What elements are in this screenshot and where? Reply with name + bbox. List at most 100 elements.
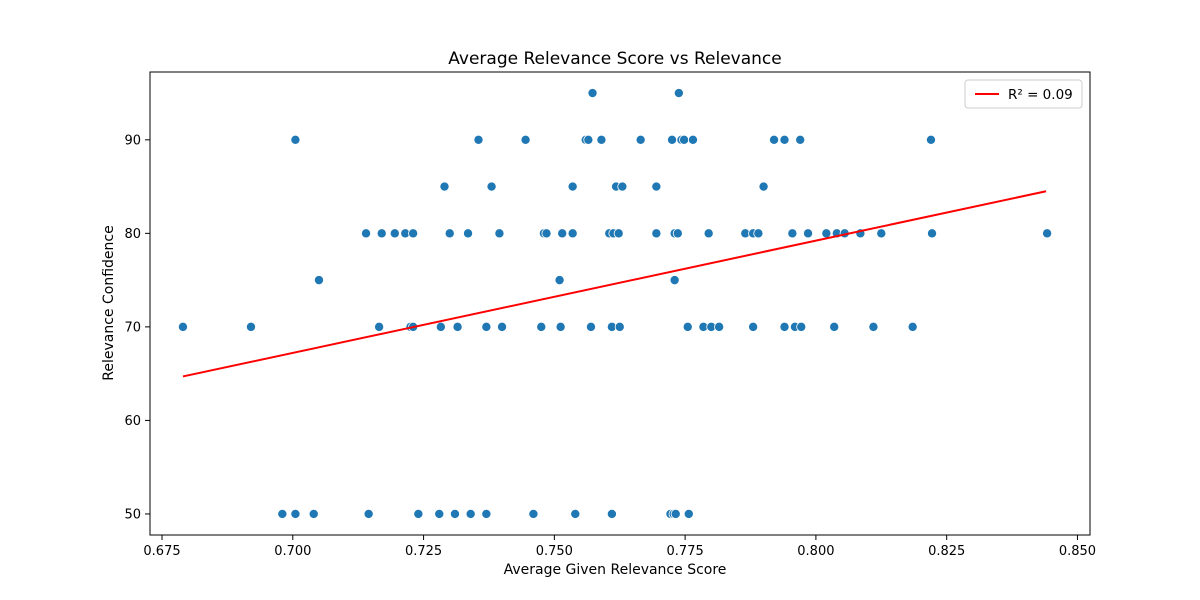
data-point (596, 134, 607, 145)
data-point (748, 321, 759, 332)
data-point (758, 181, 769, 192)
data-point (651, 228, 662, 239)
data-point (651, 181, 662, 192)
data-point (413, 508, 424, 519)
data-point (1042, 228, 1053, 239)
data-point (486, 181, 497, 192)
data-point (541, 228, 552, 239)
data-point (481, 321, 492, 332)
data-point (554, 275, 565, 286)
data-point (567, 228, 578, 239)
data-point (673, 88, 684, 99)
data-point (434, 508, 445, 519)
data-point (907, 321, 918, 332)
data-point (714, 321, 725, 332)
data-point (570, 508, 581, 519)
data-point (177, 321, 188, 332)
y-tick-label: 90 (124, 133, 141, 148)
data-point (687, 134, 698, 145)
data-point (787, 228, 798, 239)
data-point (927, 228, 938, 239)
data-point (557, 228, 568, 239)
data-point (821, 228, 832, 239)
x-tick-label: 0.850 (1059, 544, 1096, 559)
data-point (452, 321, 463, 332)
data-point (497, 321, 508, 332)
x-tick-label: 0.725 (405, 544, 442, 559)
data-point (494, 228, 505, 239)
data-point (683, 508, 694, 519)
legend-box (964, 79, 1083, 109)
data-point (363, 508, 374, 519)
y-tick-label: 70 (124, 320, 141, 335)
y-tick-label: 80 (124, 227, 141, 242)
data-point (389, 228, 400, 239)
data-point (536, 321, 547, 332)
data-point (796, 321, 807, 332)
data-point (670, 508, 681, 519)
data-point (803, 228, 814, 239)
data-point (449, 508, 460, 519)
data-point (703, 228, 714, 239)
ticks-layer: 0.675 0.700 0.725 0.750 0.775 0.800 0.825 0.850… (124, 133, 1096, 559)
data-point (361, 228, 372, 239)
data-point (444, 228, 455, 239)
data-point (868, 321, 879, 332)
trend-line (182, 190, 1047, 378)
data-point (679, 134, 690, 145)
y-tick-label: 50 (124, 507, 141, 522)
axes-layer (149, 71, 1091, 536)
data-point (435, 321, 446, 332)
data-point (528, 508, 539, 519)
data-point (779, 321, 790, 332)
data-point (290, 508, 301, 519)
data-point (585, 321, 596, 332)
legend-label: R² = 0.09 (1008, 87, 1073, 103)
x-tick-label: 0.825 (928, 544, 965, 559)
x-axis-label: Average Given Relevance Score (504, 562, 727, 578)
x-tick-label: 0.675 (143, 544, 180, 559)
data-point (439, 181, 450, 192)
data-point (769, 134, 780, 145)
data-point (308, 508, 319, 519)
plot-frame (149, 71, 1091, 536)
data-point (290, 134, 301, 145)
data-point (635, 134, 646, 145)
data-point (374, 321, 385, 332)
data-point (567, 181, 578, 192)
data-point (876, 228, 887, 239)
data-point (606, 508, 617, 519)
trend-layer (182, 190, 1047, 378)
data-point (481, 508, 492, 519)
y-tick-label: 60 (124, 414, 141, 429)
data-point (587, 88, 598, 99)
data-point (555, 321, 566, 332)
data-point (465, 508, 476, 519)
x-tick-label: 0.700 (274, 544, 311, 559)
data-point (829, 321, 840, 332)
x-tick-label: 0.775 (667, 544, 704, 559)
data-point (753, 228, 764, 239)
data-point (669, 275, 680, 286)
data-point (779, 134, 790, 145)
data-point (672, 228, 683, 239)
data-point (277, 508, 288, 519)
data-point (313, 275, 324, 286)
data-point (245, 321, 256, 332)
data-point (520, 134, 531, 145)
x-tick-label: 0.750 (536, 544, 573, 559)
data-point (614, 321, 625, 332)
data-point (613, 228, 624, 239)
data-point (473, 134, 484, 145)
data-point (376, 228, 387, 239)
data-point (408, 228, 419, 239)
data-point (667, 134, 678, 145)
data-point (463, 228, 474, 239)
data-point (583, 134, 594, 145)
y-axis-label: Relevance Confidence (101, 225, 117, 380)
data-point (795, 134, 806, 145)
points-layer (177, 88, 1053, 519)
legend: R² = 0.09 (964, 79, 1083, 109)
